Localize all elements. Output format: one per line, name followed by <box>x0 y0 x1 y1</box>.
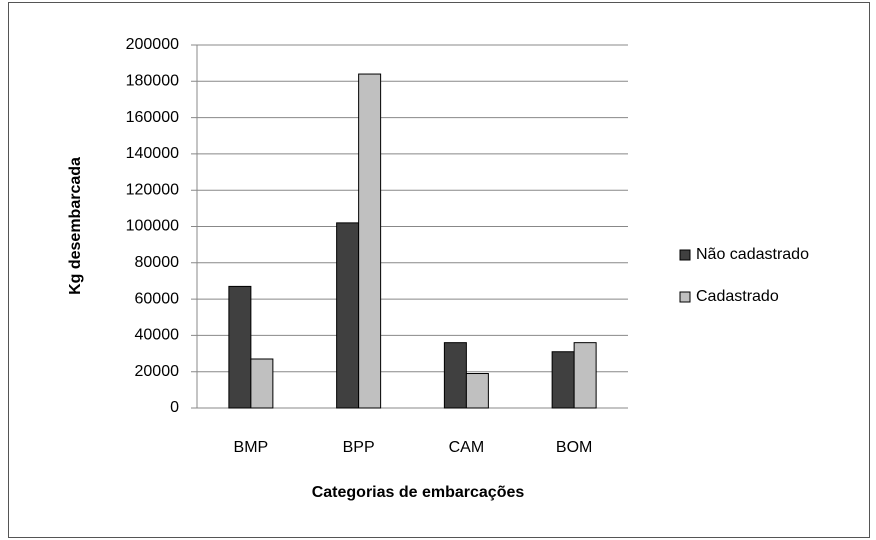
y-tick-label: 40000 <box>135 327 180 344</box>
x-tick-label: BOM <box>556 439 592 456</box>
y-tick-label: 80000 <box>135 254 180 271</box>
bar <box>358 73 382 409</box>
x-tick-label: CAM <box>449 439 485 456</box>
legend-label: Não cadastrado <box>696 246 809 263</box>
y-tick-label: 0 <box>170 399 179 416</box>
chart-border <box>8 2 870 538</box>
y-tick-label: 140000 <box>126 145 179 162</box>
y-tick-label: 120000 <box>126 181 179 198</box>
y-tick-label: 160000 <box>126 109 179 126</box>
bar <box>336 222 360 409</box>
legend-label: Cadastrado <box>696 288 779 305</box>
x-tick-label: BMP <box>234 439 269 456</box>
x-axis-title: Categorias de embarcações <box>312 484 525 501</box>
y-tick-label: 200000 <box>126 36 179 53</box>
legend-swatch <box>679 249 691 261</box>
y-tick-label: 180000 <box>126 73 179 90</box>
y-tick-label: 60000 <box>135 290 180 307</box>
legend-swatch <box>679 291 691 303</box>
bar <box>250 358 274 409</box>
bar <box>465 373 489 409</box>
bar <box>228 285 252 409</box>
bar <box>551 351 575 409</box>
y-tick-label: 100000 <box>126 218 179 235</box>
bar <box>573 342 597 409</box>
y-axis-title: Kg desembarcada <box>67 157 84 295</box>
x-tick-label: BPP <box>343 439 375 456</box>
y-tick-label: 20000 <box>135 363 180 380</box>
bar <box>443 342 467 409</box>
